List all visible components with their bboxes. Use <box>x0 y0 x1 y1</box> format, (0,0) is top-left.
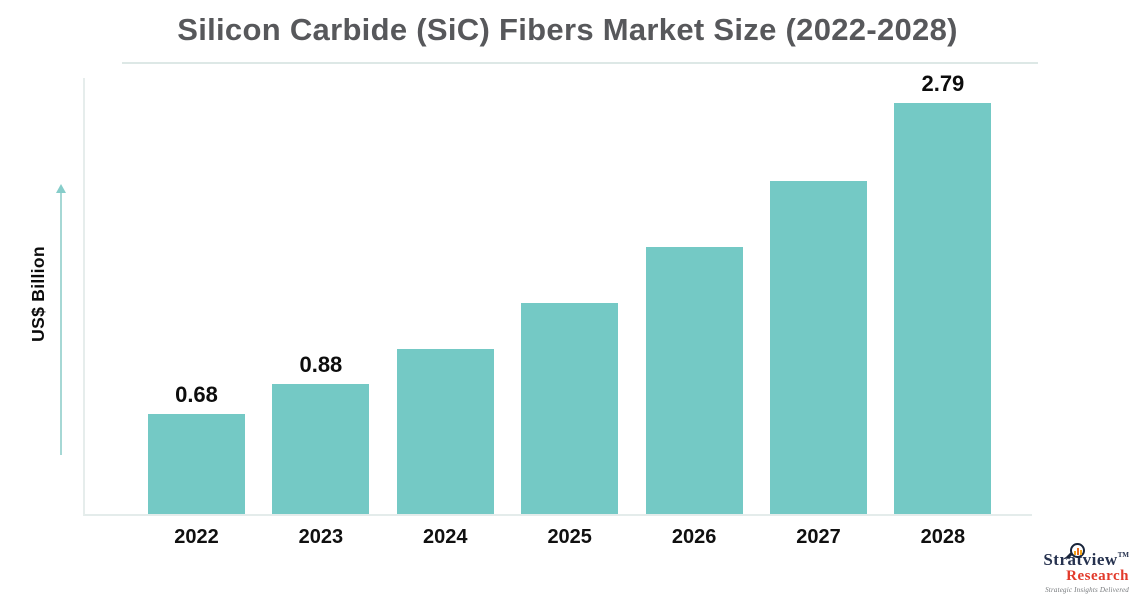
bar-2023 <box>272 384 370 514</box>
y-axis-arrow-shaft <box>60 193 62 455</box>
bar-group-2023: 0.88 2023 <box>272 78 370 547</box>
bar-value-label-2022: 0.68 <box>175 382 218 407</box>
logo-subname: Research <box>1066 568 1129 584</box>
bar-2028 <box>894 103 992 514</box>
bar-value-label-2028: 2.79 <box>921 71 965 96</box>
bar-2027 <box>770 181 867 514</box>
bar-2024 <box>396 349 494 514</box>
x-tick-label-2024: 2024 <box>423 526 468 548</box>
x-tick-label-2023: 2023 <box>298 526 344 548</box>
bar-group-2025: 2025 <box>521 78 619 547</box>
y-axis-label: US$ Billion <box>28 246 48 342</box>
bar-2022 <box>148 414 245 514</box>
up-arrow-icon <box>56 184 66 193</box>
bar-group-2024: 2024 <box>396 78 494 547</box>
logo-mini-bars <box>1072 548 1083 555</box>
bar-2025 <box>521 303 619 514</box>
x-tick-label-2025: 2025 <box>547 526 592 548</box>
x-tick-label-2028: 2028 <box>920 526 966 548</box>
bar-group-2028: 2.79 2028 <box>894 73 992 547</box>
bar-2026 <box>645 247 743 514</box>
x-tick-label-2022: 2022 <box>174 526 219 548</box>
bar-group-2027: 2027 <box>770 78 867 547</box>
chart-title: Silicon Carbide (SiC) Fibers Market Size… <box>177 12 958 47</box>
y-axis-arrow <box>55 184 67 455</box>
magnifier-bar-chart-icon <box>1065 543 1085 559</box>
title-underline <box>122 62 1038 64</box>
logo-tagline: Strategic Insights Delivered <box>1045 586 1129 594</box>
logo-trademark: TM <box>1117 551 1129 559</box>
stratview-research-logo: StratviewTM Research Strategic Insights … <box>979 543 1129 594</box>
plot-area: 0.68 2022 0.88 2023 2024 2025 2026 2027 2.79 2028 <box>83 73 1032 547</box>
logo-name: StratviewTM <box>1043 550 1129 569</box>
x-tick-label-2027: 2027 <box>796 526 841 548</box>
bar-group-2026: 2026 <box>645 78 743 547</box>
bar-group-2022: 0.68 2022 <box>148 78 245 547</box>
x-tick-label-2026: 2026 <box>671 526 717 548</box>
bar-value-label-2023: 0.88 <box>299 352 343 377</box>
